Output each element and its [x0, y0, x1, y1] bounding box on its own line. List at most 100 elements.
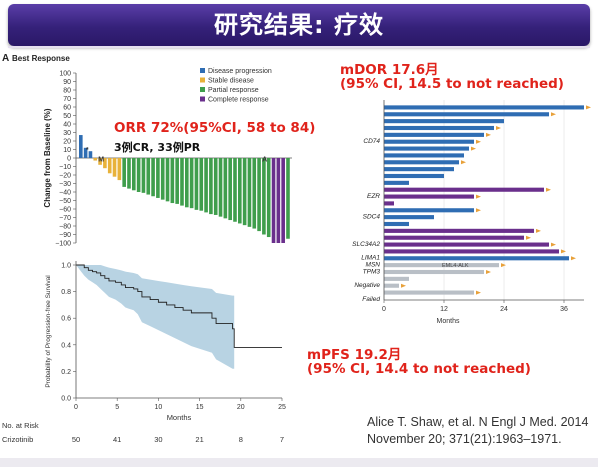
citation-line2: November 20; 371(21):1963–1971.: [367, 432, 562, 446]
waterfall-bar: [98, 158, 102, 165]
waterfall-bar: [257, 158, 261, 232]
waterfall-bar: [175, 158, 179, 204]
waterfall-bar: [160, 158, 165, 200]
cr-pr-note: 3例CR, 33例PR: [114, 141, 201, 154]
dor-ongoing-arrow: [496, 126, 501, 130]
dor-ongoing-arrow: [476, 290, 481, 295]
waterfall-bar: [141, 158, 146, 193]
waterfall-bar: [199, 158, 204, 211]
waterfall-bar: [146, 158, 151, 195]
pfs-x-tick-label: 25: [278, 404, 286, 411]
dor-group-label: LIMA1: [361, 255, 380, 262]
dor-ongoing-arrow: [526, 235, 531, 240]
pfs-y-label: Probability of Progression-free Survival: [45, 275, 52, 388]
dor-group-label: Negative: [354, 282, 380, 289]
dor-ongoing-arrow: [471, 146, 476, 151]
waterfall-legend-label: Partial response: [208, 87, 259, 94]
dor-group-label: MSN: [366, 262, 381, 269]
dor-bar: [384, 194, 474, 199]
dor-bar: [384, 256, 569, 261]
waterfall-annotation: A: [262, 156, 267, 163]
waterfall-y-tick-label: 20: [63, 139, 71, 146]
dor-group-label: SDC4: [363, 214, 381, 221]
dor-bar: [384, 125, 494, 131]
citation-line1: Alice T. Shaw, et al. N Engl J Med. 2014: [367, 415, 589, 429]
waterfall-bar: [180, 158, 184, 206]
dor-annotation: EML4-ALK: [442, 263, 469, 269]
waterfall-y-tick-label: −70: [59, 215, 71, 222]
dor-group-label: CD74: [363, 138, 380, 145]
slide-footer-strip: [0, 458, 598, 467]
dor-bar: [384, 228, 534, 233]
dor-x-tick-label: 36: [560, 306, 568, 313]
slide-title: 研究结果: 疗效: [8, 4, 590, 46]
mdor-note-line1: mDOR 17.6月: [340, 62, 439, 78]
dor-group-label: SLC34A2: [352, 241, 380, 248]
dor-bar: [384, 263, 499, 268]
waterfall-legend-swatch: [200, 68, 205, 73]
waterfall-legend-swatch: [200, 87, 205, 92]
at-risk-row-label: Crizotinib: [2, 435, 33, 444]
waterfall-y-tick-label: 90: [63, 79, 71, 86]
dor-ongoing-arrow: [501, 263, 506, 268]
waterfall-bar: [194, 158, 199, 210]
dor-bar: [384, 276, 409, 281]
waterfall-legend-label: Disease progression: [208, 68, 272, 75]
waterfall-bar: [170, 158, 175, 204]
dor-bar: [384, 235, 524, 240]
pfs-survival-curve: [76, 264, 282, 348]
pfs-x-tick-label: 5: [115, 404, 119, 411]
waterfall-bar: [262, 158, 266, 235]
title-divider: [8, 46, 590, 48]
dor-group-label: EZR: [367, 193, 380, 200]
waterfall-y-tick-label: 10: [63, 147, 71, 154]
waterfall-bar: [103, 158, 107, 169]
waterfall-bar: [151, 158, 155, 197]
dor-ongoing-arrow: [536, 228, 541, 233]
waterfall-legend-swatch: [200, 77, 205, 83]
waterfall-bar: [223, 158, 228, 219]
waterfall-y-tick-label: −90: [59, 232, 71, 239]
dor-bar: [384, 167, 454, 172]
pfs-y-tick-label: 0.2: [61, 369, 71, 376]
dor-group-label: TPM3: [363, 268, 381, 275]
waterfall-bar: [83, 147, 88, 158]
waterfall-bar: [127, 158, 131, 189]
waterfall-bar: [165, 158, 170, 202]
at-risk-value: 7: [280, 435, 284, 444]
waterfall-bar: [122, 158, 126, 187]
dor-bar: [384, 160, 459, 165]
waterfall-bar: [286, 158, 290, 239]
dor-ongoing-arrow: [546, 187, 551, 192]
dor-ongoing-arrow: [476, 194, 481, 199]
dor-ongoing-arrow: [476, 139, 481, 144]
dor-bar: [384, 269, 484, 275]
dor-x-tick-label: 0: [382, 306, 386, 313]
dor-bar: [384, 221, 409, 227]
waterfall-bar: [228, 158, 232, 221]
mpfs-note-line1: mPFS 19.2月: [307, 347, 402, 363]
dor-bar: [384, 173, 444, 179]
waterfall-y-tick-label: 30: [63, 130, 71, 137]
pfs-curve-chart: 0.0 0.2 0.4 0.6 0.8 1.0 0 5 10 15 20 25 Months Probab…: [2, 261, 286, 444]
waterfall-bar: [112, 158, 117, 177]
dor-swimmer-chart: EML4-ALK 0 12 24 36 Months CD74 EZR SDC4 SLC34A2 L…: [352, 100, 591, 325]
waterfall-y-tick-label: −100: [55, 241, 71, 248]
at-risk-value: 21: [195, 435, 203, 444]
waterfall-bar: [204, 158, 208, 213]
dor-x-tick-label: 12: [440, 306, 448, 313]
waterfall-bar: [266, 158, 271, 238]
waterfall-y-tick-label: 0: [67, 156, 71, 163]
waterfall-bar: [247, 158, 252, 227]
waterfall-y-tick-label: 70: [63, 96, 71, 103]
dor-bar: [384, 132, 484, 137]
dor-ongoing-arrow: [461, 160, 466, 165]
waterfall-y-tick-label: −20: [59, 173, 71, 180]
dor-bar: [384, 201, 394, 206]
waterfall-y-tick-label: 80: [63, 88, 71, 95]
waterfall-y-tick-label: −40: [59, 190, 71, 197]
dor-ongoing-arrow: [486, 270, 491, 274]
at-risk-value: 8: [239, 435, 243, 444]
panel-letter: A: [2, 53, 9, 64]
